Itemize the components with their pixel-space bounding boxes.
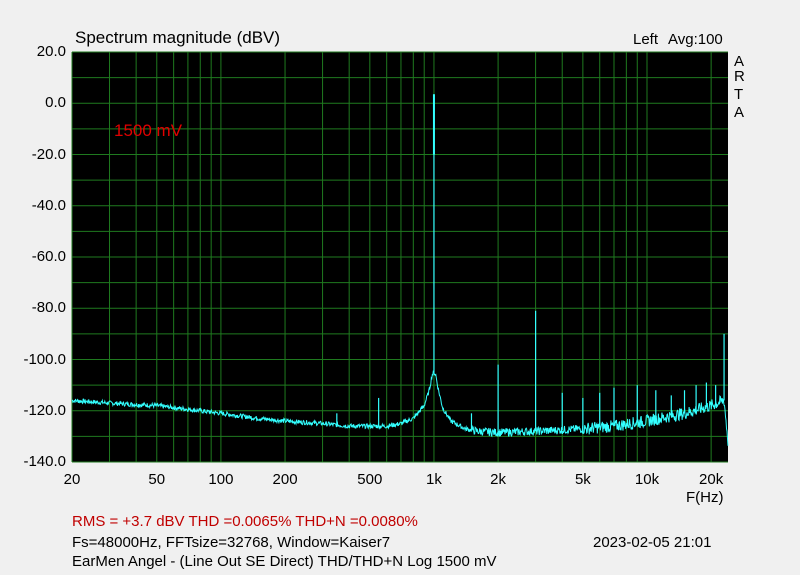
brand-letter-r: R — [734, 68, 745, 85]
grid — [71, 51, 728, 463]
x-tick-label: 50 — [148, 471, 166, 488]
x-tick-label: 20k — [699, 471, 724, 488]
y-tick-label: 20.0 — [36, 43, 66, 60]
brand-letter-a2: A — [734, 104, 745, 121]
x-tick-label: 20 — [63, 471, 81, 488]
noise-floor-trace — [71, 370, 729, 446]
x-tick-label: 10k — [634, 471, 660, 488]
y-tick-label: -120.0 — [23, 401, 66, 419]
x-tick-label: 2k — [490, 471, 506, 488]
x-tick-label: 1k — [426, 471, 442, 488]
measurement-description: EarMen Angel - (Line Out SE Direct) THD/… — [72, 553, 497, 570]
y-tick-label: 0.0 — [45, 94, 66, 112]
x-tick-label: 5k — [574, 471, 591, 488]
y-tick-label: -40.0 — [31, 196, 66, 214]
trace-layer — [71, 94, 729, 446]
x-axis-unit: F(Hz) — [686, 489, 724, 506]
y-tick-label: -100.0 — [23, 350, 66, 368]
brand-letter-a1: A — [734, 53, 745, 70]
stats-line: RMS = +3.7 dBV THD =0.0065% THD+N =0.008… — [72, 513, 418, 530]
x-tick-label: 500 — [357, 471, 383, 488]
chart-title: Spectrum magnitude (dBV) — [75, 28, 281, 47]
timestamp: 2023-02-05 21:01 — [593, 534, 712, 551]
y-tick-label: -60.0 — [31, 248, 66, 265]
fft-settings: Fs=48000Hz, FFTsize=32768, Window=Kaiser… — [72, 534, 391, 551]
y-tick-label: -80.0 — [31, 299, 66, 317]
y-tick-label: -140.0 — [23, 453, 66, 470]
y-tick-label: -20.0 — [31, 145, 66, 163]
average-count: Avg:100 — [668, 31, 723, 48]
x-tick-label: 100 — [208, 471, 234, 488]
channel-label: Left — [633, 31, 659, 48]
annotation-label: 1500 mV — [114, 121, 183, 140]
brand-letter-t: T — [734, 86, 744, 103]
x-tick-label: 200 — [272, 471, 298, 488]
